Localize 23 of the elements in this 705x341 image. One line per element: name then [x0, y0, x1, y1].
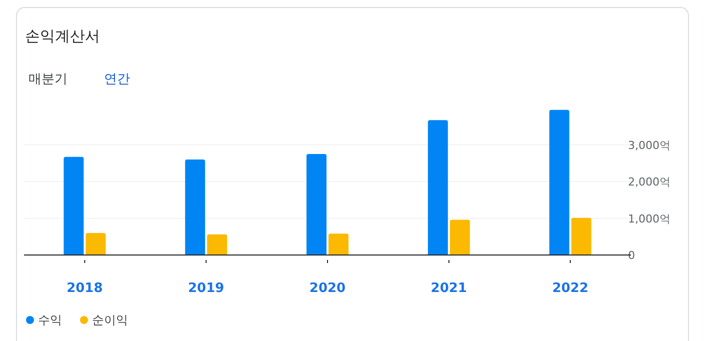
- legend-label: 순이익: [92, 313, 128, 327]
- bar: [428, 120, 448, 255]
- x-tick-label: 2020: [309, 281, 346, 296]
- bar: [571, 218, 592, 255]
- bar: [549, 110, 570, 255]
- x-tick-label: 2022: [552, 281, 588, 296]
- chart-title: 손익계산서: [25, 27, 100, 45]
- bar: [328, 234, 348, 255]
- bar: [86, 232, 106, 255]
- bar: [306, 154, 326, 255]
- x-tick-label: 2018: [66, 281, 103, 296]
- legend-label: 수익: [38, 313, 62, 327]
- x-tick-label: 2019: [188, 281, 224, 296]
- bar: [207, 234, 228, 255]
- y-tick-label: 1,000억: [628, 212, 670, 226]
- text: 연간: [104, 72, 130, 87]
- bar: [64, 156, 84, 255]
- text: 매분기: [28, 72, 68, 87]
- bar: [450, 220, 470, 255]
- y-tick-label: 3,000억: [628, 138, 670, 152]
- x-tick-label: 2021: [430, 281, 467, 296]
- bar: [185, 159, 206, 255]
- y-tick-label: 2,000억: [628, 176, 670, 188]
